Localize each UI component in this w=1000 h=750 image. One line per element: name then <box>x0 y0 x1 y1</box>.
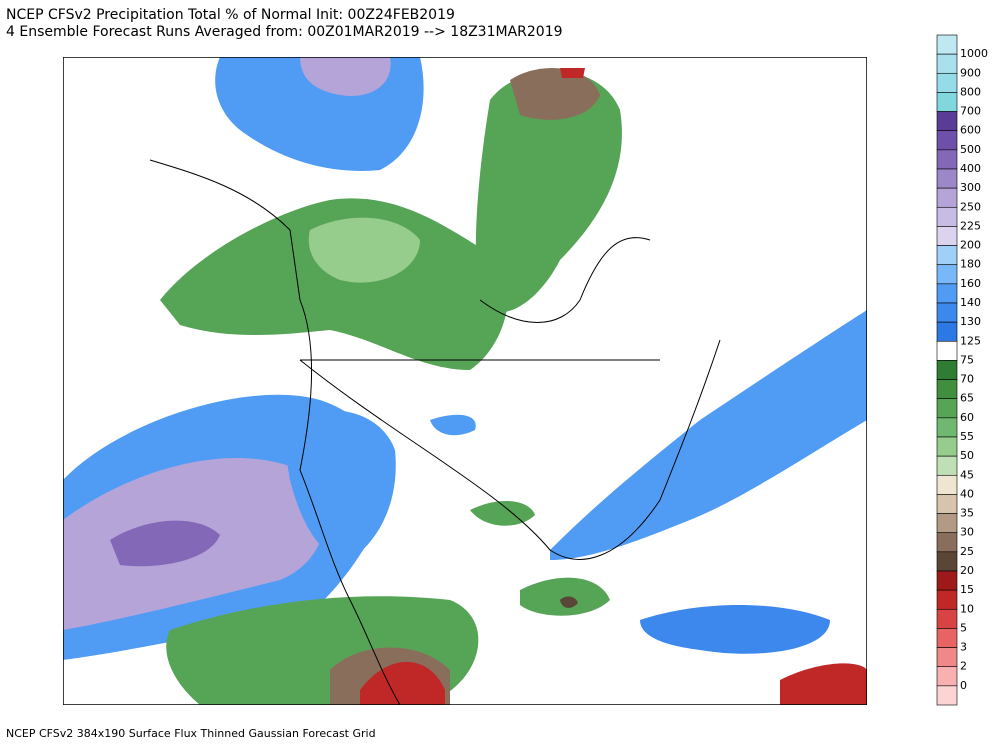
color-swatch <box>936 302 958 323</box>
color-swatch <box>936 283 958 304</box>
color-swatch <box>936 360 958 380</box>
color-swatch <box>936 130 958 151</box>
legend-level: 125 <box>960 334 981 347</box>
legend-level: 200 <box>960 239 981 252</box>
legend-level: 10 <box>960 602 974 615</box>
colorbar: 1000900800700600500400300250225200180160… <box>936 34 988 706</box>
legend-level: 400 <box>960 162 981 175</box>
legend-level: 30 <box>960 526 974 539</box>
legend-level: 800 <box>960 85 981 98</box>
color-swatch <box>936 685 958 706</box>
color-swatch <box>936 494 958 514</box>
legend-level: 130 <box>960 315 981 328</box>
color-swatch <box>936 417 958 438</box>
color-swatch <box>936 666 958 687</box>
legend-level: 600 <box>960 124 981 137</box>
legend-level: 70 <box>960 373 974 386</box>
legend-level: 500 <box>960 143 981 156</box>
color-swatch <box>936 53 958 74</box>
color-swatch <box>936 647 958 668</box>
color-swatch <box>936 589 958 610</box>
legend-level: 25 <box>960 545 974 558</box>
legend-level: 300 <box>960 181 981 194</box>
color-swatch <box>936 245 958 266</box>
color-swatch <box>936 608 958 629</box>
color-swatch <box>936 570 958 591</box>
legend-level: 35 <box>960 507 974 520</box>
legend-level: 75 <box>960 353 974 366</box>
legend-level: 1000 <box>960 47 988 60</box>
legend-level: 50 <box>960 449 974 462</box>
legend-level: 20 <box>960 564 974 577</box>
color-swatch <box>936 226 958 246</box>
color-swatch <box>936 532 958 553</box>
legend-level: 5 <box>960 621 967 634</box>
legend-level: 60 <box>960 411 974 424</box>
legend-level: 15 <box>960 583 974 596</box>
legend-level: 160 <box>960 277 981 290</box>
legend-level: 700 <box>960 105 981 118</box>
color-swatch <box>936 168 958 189</box>
color-swatch <box>936 264 958 285</box>
legend-level: 180 <box>960 258 981 271</box>
color-swatch <box>936 92 958 112</box>
color-swatch <box>936 513 958 534</box>
color-swatch <box>936 34 958 55</box>
title: NCEP CFSv2 Precipitation Total % of Norm… <box>6 7 455 23</box>
color-swatch <box>936 474 958 495</box>
color-swatch <box>936 206 958 227</box>
legend-level: 900 <box>960 66 981 79</box>
legend-level: 65 <box>960 392 974 405</box>
legend-level: 250 <box>960 200 981 213</box>
color-swatch <box>936 379 958 400</box>
color-swatch <box>936 149 958 170</box>
legend-level: 0 <box>960 679 967 692</box>
subtitle: 4 Ensemble Forecast Runs Averaged from: … <box>6 24 563 40</box>
color-swatch <box>936 436 958 457</box>
legend-level: 55 <box>960 430 974 443</box>
color-swatch <box>936 455 958 476</box>
legend-level: 2 <box>960 660 967 673</box>
color-swatch <box>936 72 958 93</box>
legend-level: 225 <box>960 219 981 232</box>
color-swatch <box>936 340 958 361</box>
color-swatch <box>936 187 958 208</box>
legend-level: 45 <box>960 468 974 481</box>
color-swatch <box>936 628 958 648</box>
legend-level: 140 <box>960 296 981 309</box>
map <box>63 57 867 705</box>
color-swatch <box>936 551 958 572</box>
legend-level: 40 <box>960 487 974 500</box>
footer: NCEP CFSv2 384x190 Surface Flux Thinned … <box>6 727 376 740</box>
legend-level: 3 <box>960 641 967 654</box>
color-swatch <box>936 111 958 132</box>
color-swatch <box>936 321 958 342</box>
color-swatch <box>936 398 958 419</box>
